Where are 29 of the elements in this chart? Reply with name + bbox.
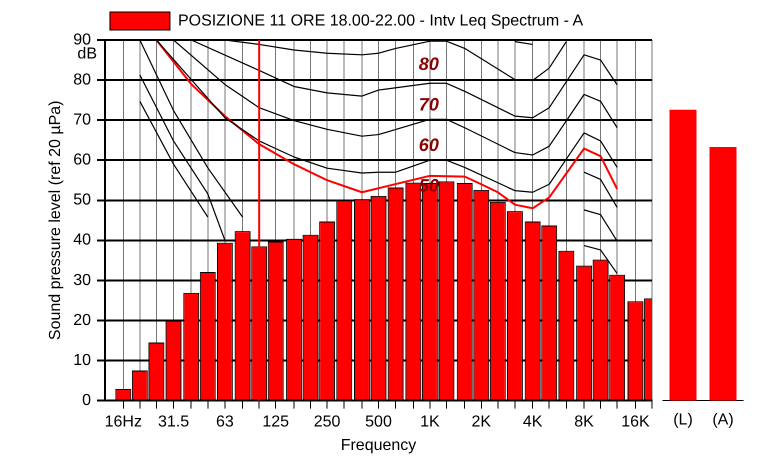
x-tick-label: 125	[262, 414, 290, 431]
x-tick-label: 4K	[522, 414, 543, 431]
y-axis-title: Sound pressure level (ref 20 µPa)	[47, 100, 64, 340]
y-tick-label: 0	[82, 392, 92, 410]
x-tick-label: 8K	[574, 414, 594, 431]
y-tick-label: 70	[73, 112, 92, 129]
annotation: 80	[418, 54, 439, 74]
x-tick-label: (A)	[712, 412, 734, 429]
x-tick-label: (L)	[673, 412, 693, 429]
y-tick-label: 60	[73, 152, 92, 169]
legend-label: POSIZIONE 11 ORE 18.00-22.00 - Intv Leq Spectrum - A	[178, 12, 584, 30]
x-tick-label: 16Hz	[104, 414, 142, 431]
x-tick-label: 250	[314, 414, 341, 431]
annotation: 70	[418, 94, 439, 114]
x-tick-label: 2K	[471, 414, 492, 431]
x-tick-label: 63	[216, 414, 234, 431]
x-axis-title: Frequency	[340, 436, 416, 454]
x-tick-label: 500	[365, 414, 392, 431]
y-tick-label: 50	[73, 192, 92, 209]
text: dB	[77, 45, 97, 62]
x-tick-label: 1K	[420, 414, 440, 431]
y-tick-label: 80	[73, 71, 92, 88]
x-tick-label: 31.5	[158, 414, 190, 431]
y-tick-label: 10	[73, 352, 92, 369]
x-tick-label: 16K	[621, 414, 650, 431]
annotation: 60	[418, 134, 439, 155]
y-tick-label: 20	[73, 312, 92, 329]
y-tick-label: 30	[73, 272, 92, 289]
y-tick-label: 40	[73, 232, 92, 249]
